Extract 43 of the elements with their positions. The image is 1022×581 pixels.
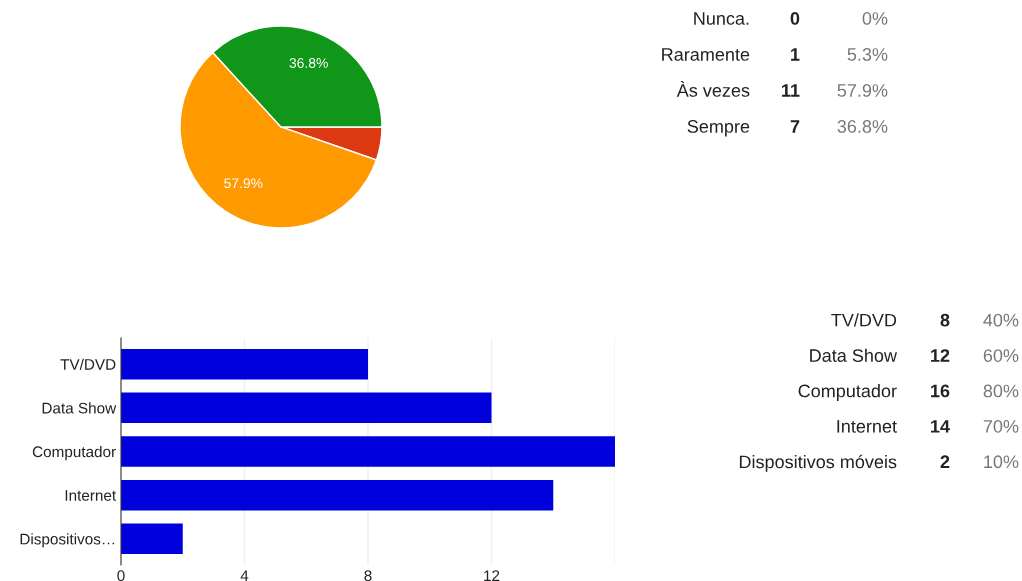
- y-tick-label: Data Show: [42, 402, 117, 414]
- x-tick-label: 4: [240, 570, 249, 581]
- y-tick-label: Computador: [32, 445, 116, 461]
- category-label: Data Show: [810, 348, 898, 362]
- data-label: 5.3%: [847, 48, 888, 61]
- x-tick-label: 12: [484, 570, 500, 581]
- y-tick-label: Internet: [65, 490, 117, 501]
- x-tick-label: 0: [117, 570, 125, 581]
- y-tick-label: Dispositivos…: [20, 533, 115, 548]
- category-label: Às vezes: [676, 81, 750, 97]
- data-label: 16: [931, 384, 950, 398]
- data-label: 57.9%: [224, 178, 263, 189]
- data-label: 80%: [983, 384, 1019, 398]
- category-label: Computador: [798, 384, 897, 401]
- bar: [121, 436, 615, 467]
- data-label: 57.9%: [837, 84, 888, 97]
- data-label: 40%: [983, 313, 1019, 327]
- category-label: Internet: [837, 420, 897, 433]
- category-label: Nunca.: [694, 12, 749, 25]
- data-label: 2: [940, 455, 950, 468]
- data-label: 1: [791, 48, 800, 61]
- y-tick-label: TV/DVD: [60, 358, 116, 370]
- category-label: Raramente: [662, 48, 750, 61]
- bar: [121, 523, 183, 555]
- data-label: 0: [790, 12, 800, 25]
- data-label: 8: [940, 313, 950, 327]
- x-tick-label: 8: [364, 570, 372, 581]
- data-label: 14: [931, 420, 950, 433]
- data-label: 0%: [862, 12, 888, 25]
- bar: [121, 479, 554, 511]
- data-label: 60%: [983, 349, 1019, 362]
- data-label: 36.8%: [837, 120, 888, 133]
- data-label: 10%: [984, 455, 1019, 469]
- category-label: Dispositivos móveis: [739, 454, 897, 472]
- bar: [121, 392, 492, 424]
- data-label: 70%: [983, 419, 1019, 433]
- category-label: TV/DVD: [831, 313, 897, 327]
- data-label: 7: [790, 120, 800, 133]
- data-label: 36.8%: [289, 58, 328, 68]
- category-label: Sempre: [687, 120, 750, 137]
- bar: [121, 348, 368, 380]
- data-label: 11: [782, 84, 800, 97]
- data-label: 12: [931, 349, 950, 362]
